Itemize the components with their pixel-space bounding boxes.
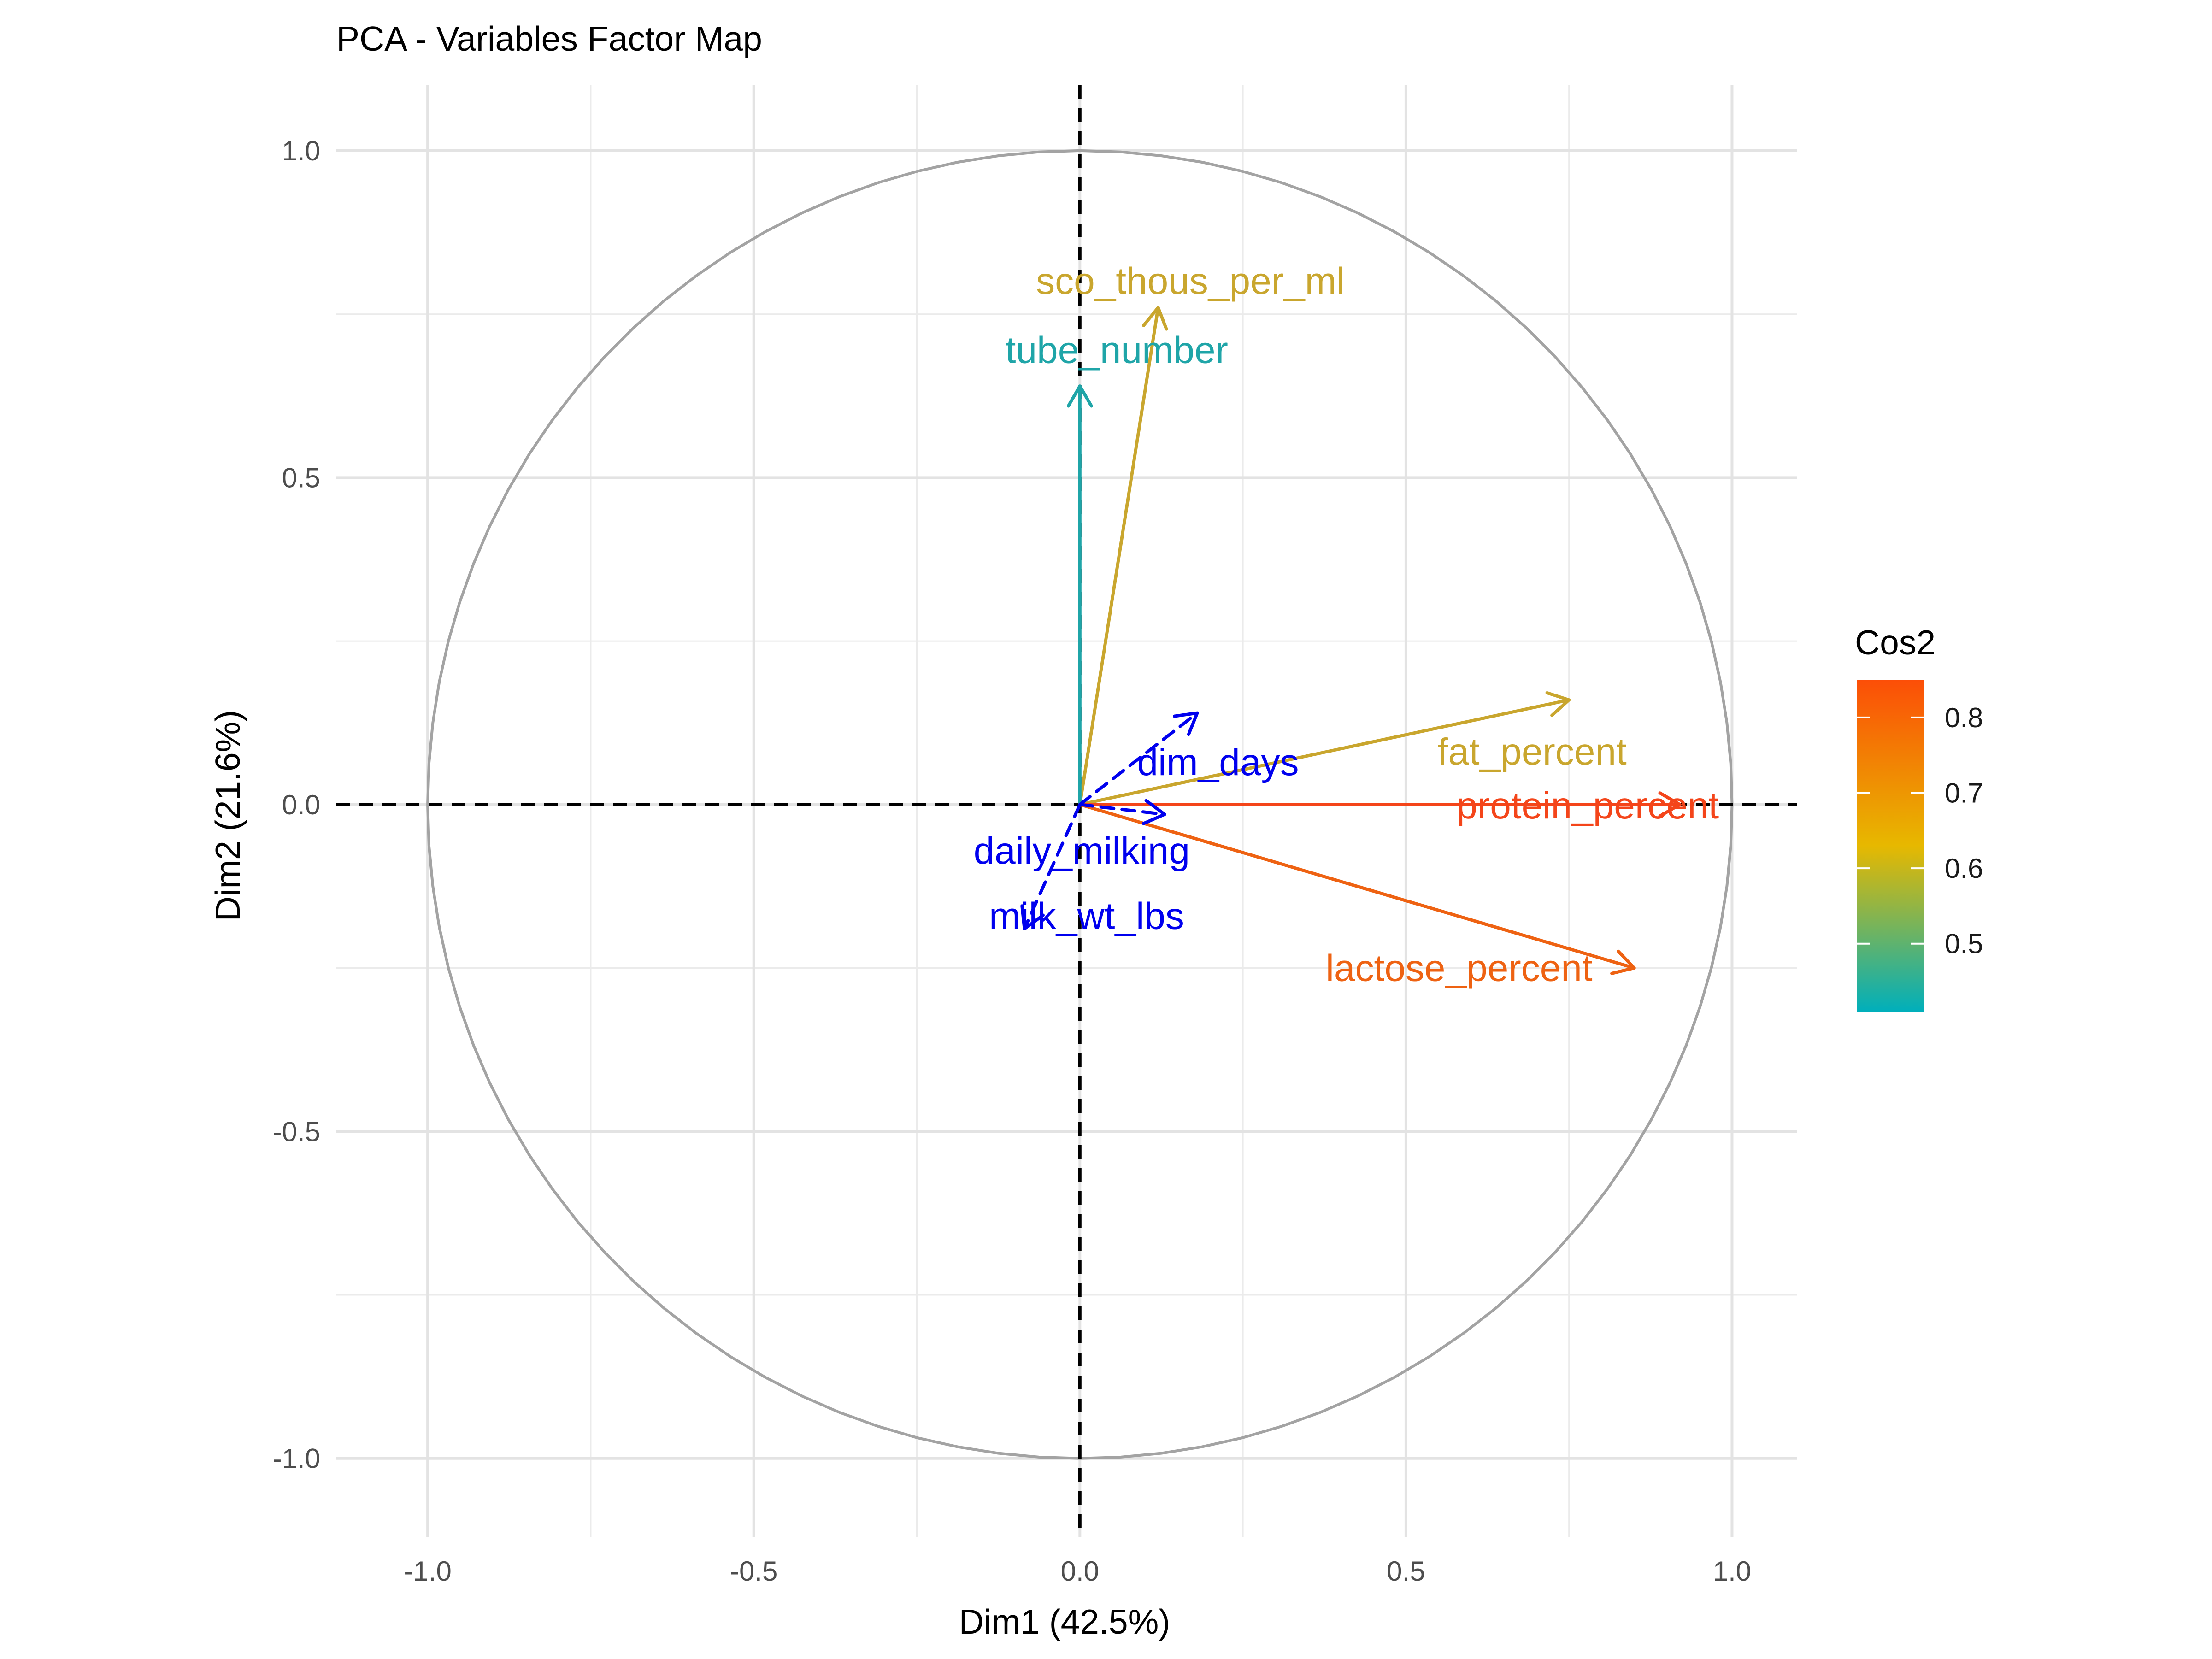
x-axis-title: Dim1 (42.5%) [959,1602,1170,1641]
legend-tick-label: 0.8 [1945,702,1983,733]
correlation-circle-layer [426,149,1734,1460]
variable-arrows-layer [1020,306,1682,975]
arrow-protein-percent [1078,791,1682,818]
variable-label-daily-milking: daily_milking [974,830,1190,872]
reference-lines-layer [336,85,1797,1537]
variable-label-dim-days: dim_days [1137,741,1299,783]
x-tick-label: 0.0 [1061,1556,1099,1587]
y-axis-title: Dim2 (21.6%) [208,710,247,921]
variable-label-protein-percent: protein_percent [1456,785,1719,827]
variable-label-fat-percent: fat_percent [1438,731,1627,773]
legend-title: Cos2 [1855,623,1936,662]
y-tick-label: 1.0 [282,135,320,166]
arrow-dim-days [1078,711,1199,806]
arrow-fat-percent [1078,691,1571,806]
tick-labels-layer: -1.0 -0.5 0.0 0.5 1.0 -1.0 -0.5 0.0 0.5 1.0 [273,135,1752,1587]
y-tick-label: -0.5 [273,1116,320,1147]
variable-label-milk-wt-lbs: milk_wt_lbs [989,895,1184,937]
y-tick-label: -1.0 [273,1443,320,1474]
chart-title: PCA - Variables Factor Map [336,19,762,58]
legend-tick-label: 0.6 [1945,853,1983,884]
x-tick-label: 0.5 [1387,1556,1425,1587]
correlation-circle [426,149,1734,1460]
legend-tick-label: 0.7 [1945,777,1983,808]
arrow-sco-thous-per-ml [1078,306,1168,806]
legend-ticks: 0.5 0.6 0.7 0.8 [1857,702,1983,959]
x-tick-label: 1.0 [1713,1556,1751,1587]
y-tick-label: 0.0 [282,789,320,820]
y-tick-label: 0.5 [282,462,320,493]
x-tick-label: -0.5 [730,1556,777,1587]
arrow-lactose-percent [1078,803,1636,975]
variable-label-sco-thous-per-ml: sco_thous_per_ml [1036,260,1345,302]
variable-label-tube-number: tube_number [1006,329,1228,371]
arrow-milk-wt-lbs [1020,803,1082,930]
legend: Cos2 0.5 0.6 0.7 0.8 [1855,623,1983,1012]
legend-colorbar [1857,680,1924,1012]
variable-labels-layer: sco_thous_per_ml tube_number fat_percentpr… [974,260,1719,989]
x-tick-label: -1.0 [404,1556,451,1587]
arrow-tube-number [1066,384,1093,806]
arrow-daily-milking [1078,799,1166,825]
variable-label-lactose-percent: lactose_percent [1326,947,1593,989]
legend-tick-label: 0.5 [1945,929,1983,959]
